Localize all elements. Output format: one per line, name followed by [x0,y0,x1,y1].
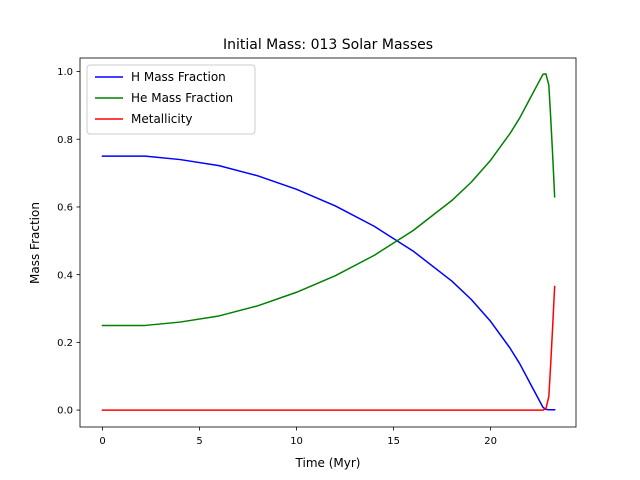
legend: H Mass Fraction He Mass Fraction Metallici… [86,64,256,135]
series-line-1 [101,73,556,327]
series-line-2 [101,285,556,411]
axes-layer: 0 5 10 15 20 0.0 0.2 0.4 0.6 0.8 1.0 [57,57,577,447]
x-tick-label: 5 [196,436,202,447]
legend-label-1: He Mass Fraction [131,91,233,105]
x-axis-label: Time (Myr) [295,456,361,470]
legend-box [86,64,256,135]
x-tick-label: 10 [290,436,303,447]
axes-frame [79,57,577,428]
x-tick-label: 15 [387,436,400,447]
legend-label-2: Metallicity [131,112,193,126]
legend-label-0: H Mass Fraction [131,70,226,84]
chart-title: Initial Mass: 013 Solar Masses [223,37,433,53]
series-layer [101,73,556,411]
y-axis-label: Mass Fraction [28,202,42,284]
x-tick-label: 20 [484,436,497,447]
y-tick-label: 0.8 [57,135,73,146]
y-tick-label: 0.4 [57,270,73,281]
y-tick-label: 1.0 [57,67,73,78]
x-tick-label: 0 [99,436,105,447]
y-tick-label: 0.2 [57,338,73,349]
series-line-0 [101,155,556,411]
y-tick-label: 0.6 [57,203,73,214]
y-tick-label: 0.0 [57,406,73,417]
